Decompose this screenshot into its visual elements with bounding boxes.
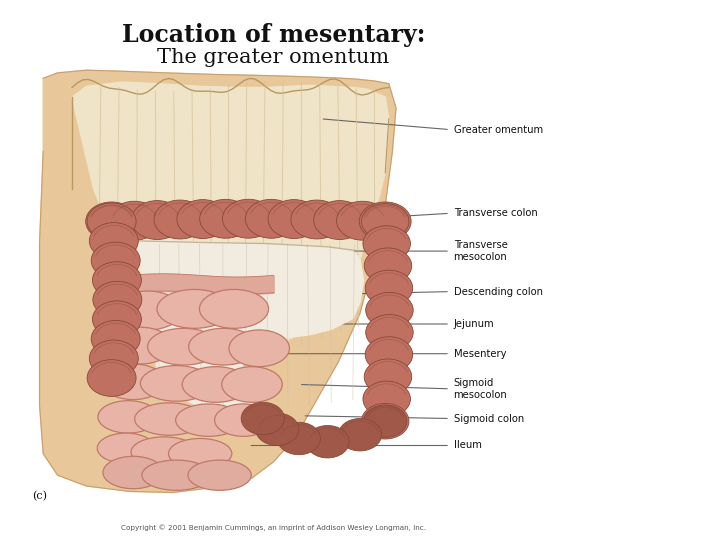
- Circle shape: [199, 199, 251, 238]
- Circle shape: [361, 403, 409, 439]
- Circle shape: [314, 201, 366, 240]
- Circle shape: [154, 200, 206, 239]
- Polygon shape: [137, 240, 364, 433]
- Ellipse shape: [215, 404, 272, 436]
- Ellipse shape: [168, 438, 232, 469]
- Circle shape: [89, 340, 138, 377]
- Circle shape: [364, 248, 412, 284]
- Circle shape: [93, 281, 142, 318]
- Circle shape: [92, 301, 141, 338]
- Circle shape: [256, 413, 299, 446]
- Ellipse shape: [113, 291, 182, 330]
- Circle shape: [365, 337, 413, 373]
- Circle shape: [366, 292, 413, 328]
- Text: The greater omentum: The greater omentum: [158, 48, 390, 68]
- Circle shape: [364, 405, 407, 437]
- Circle shape: [89, 222, 138, 259]
- Circle shape: [365, 270, 413, 306]
- Ellipse shape: [148, 328, 220, 365]
- Circle shape: [361, 204, 409, 239]
- Circle shape: [87, 203, 136, 240]
- Circle shape: [246, 199, 297, 238]
- Circle shape: [366, 315, 413, 350]
- Circle shape: [86, 202, 138, 241]
- Polygon shape: [40, 70, 396, 492]
- Ellipse shape: [135, 403, 204, 435]
- Text: Transverse
mesocolon: Transverse mesocolon: [454, 240, 508, 262]
- Circle shape: [336, 201, 388, 240]
- Ellipse shape: [142, 460, 211, 490]
- Circle shape: [87, 360, 136, 396]
- Ellipse shape: [182, 367, 250, 402]
- Circle shape: [91, 242, 140, 279]
- Ellipse shape: [222, 367, 282, 402]
- Text: Sigmoid
mesocolon: Sigmoid mesocolon: [454, 378, 508, 400]
- Ellipse shape: [103, 456, 163, 489]
- Text: Ileum: Ileum: [454, 441, 482, 450]
- Text: Greater omentum: Greater omentum: [454, 125, 543, 134]
- Ellipse shape: [176, 404, 242, 436]
- Ellipse shape: [229, 330, 289, 367]
- Text: Location of mesentary:: Location of mesentary:: [122, 23, 426, 47]
- Circle shape: [338, 418, 382, 451]
- Circle shape: [131, 201, 183, 240]
- Circle shape: [241, 402, 284, 435]
- Circle shape: [363, 381, 410, 417]
- Ellipse shape: [102, 364, 165, 400]
- Ellipse shape: [108, 327, 173, 364]
- Circle shape: [222, 199, 274, 238]
- Circle shape: [277, 422, 320, 455]
- Text: Mesentery: Mesentery: [454, 349, 506, 359]
- Ellipse shape: [98, 401, 158, 433]
- Circle shape: [359, 202, 411, 241]
- Text: (c): (c): [32, 490, 48, 501]
- Text: Descending colon: Descending colon: [454, 287, 543, 296]
- Circle shape: [363, 226, 410, 261]
- Circle shape: [91, 320, 140, 357]
- Text: Jejunum: Jejunum: [454, 319, 494, 329]
- Circle shape: [177, 200, 229, 239]
- Ellipse shape: [199, 289, 269, 328]
- Circle shape: [364, 359, 412, 395]
- Text: Copyright © 2001 Benjamin Cummings, an imprint of Addison Wesley Longman, Inc.: Copyright © 2001 Benjamin Cummings, an i…: [121, 525, 426, 531]
- Ellipse shape: [157, 289, 232, 328]
- Ellipse shape: [189, 328, 258, 365]
- Circle shape: [92, 262, 141, 299]
- Text: Transverse colon: Transverse colon: [454, 208, 537, 218]
- Ellipse shape: [97, 433, 155, 463]
- Circle shape: [109, 201, 161, 240]
- Polygon shape: [72, 82, 389, 346]
- Ellipse shape: [188, 460, 251, 490]
- Text: Sigmoid colon: Sigmoid colon: [454, 414, 524, 423]
- Ellipse shape: [140, 366, 212, 401]
- Ellipse shape: [131, 437, 197, 467]
- Circle shape: [306, 426, 349, 458]
- Circle shape: [291, 200, 343, 239]
- Circle shape: [268, 200, 320, 239]
